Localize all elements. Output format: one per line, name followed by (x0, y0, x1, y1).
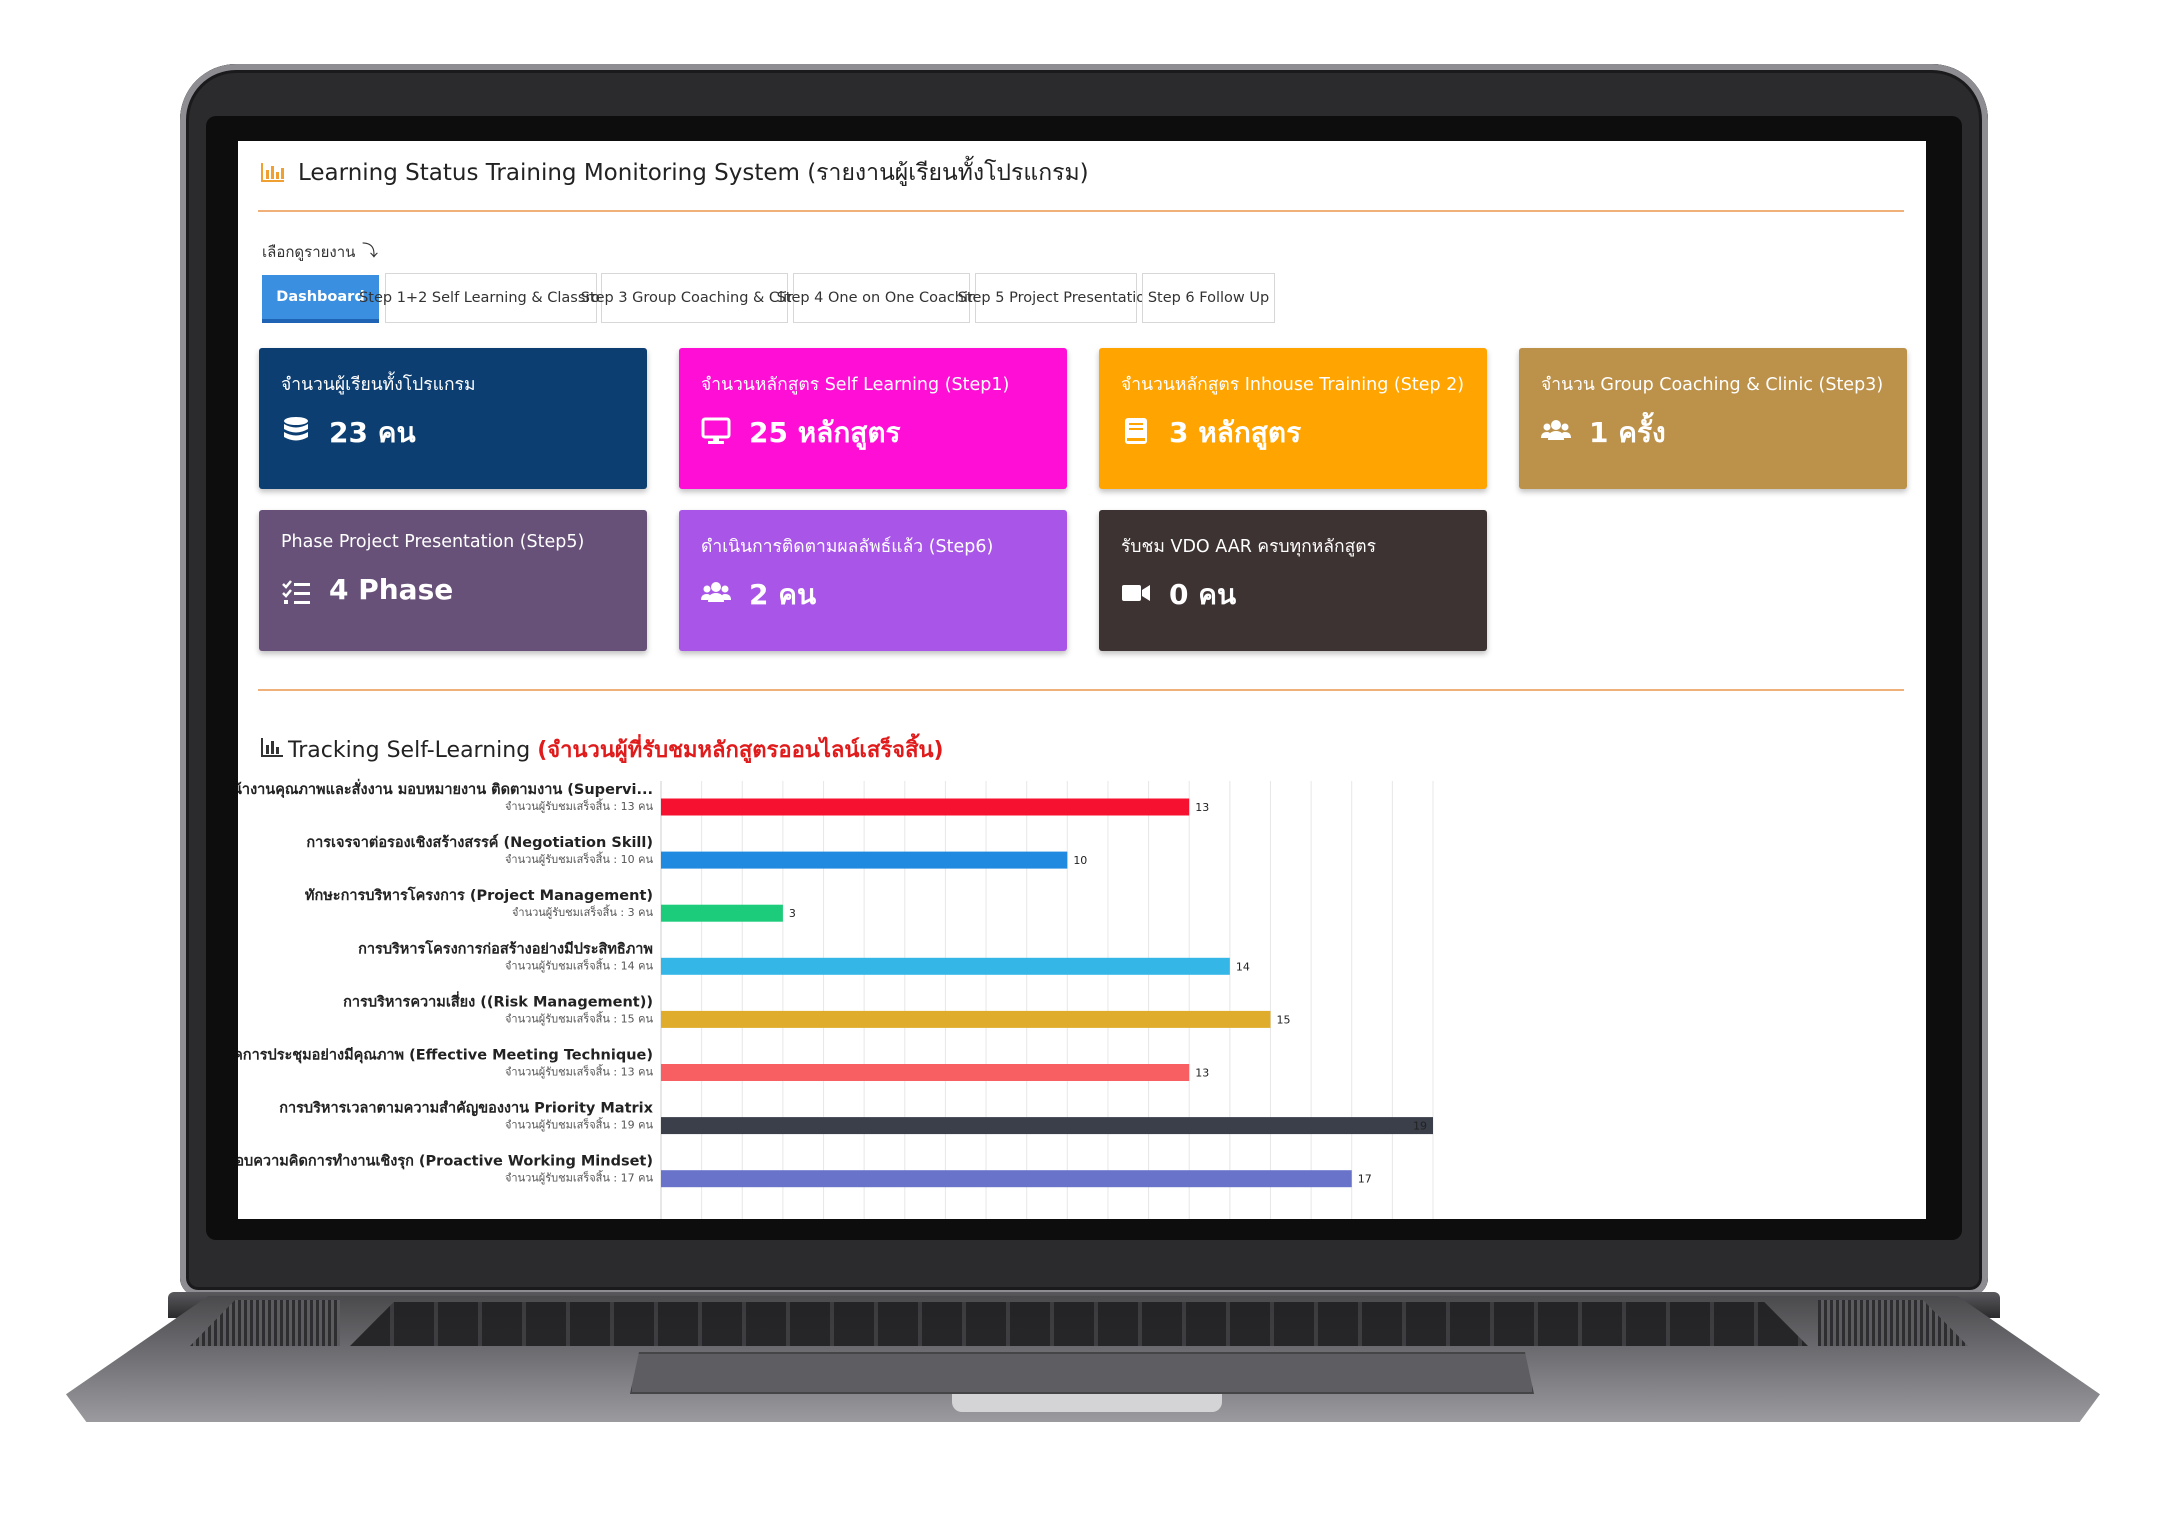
bar-value-label: 15 (1276, 1013, 1290, 1026)
category-sublabel: จำนวนผู้รับชมเสร็จสิ้น : 3 คน (512, 904, 654, 919)
category-sublabel: จำนวนผู้รับชมเสร็จสิ้น : 10 คน (505, 851, 654, 866)
select-report-label: เลือกดูรายงาน (262, 243, 356, 261)
category-label: การบริหารโครงการก่อสร้างอย่างมีประสิทธิภ… (358, 939, 653, 957)
tab-step-5[interactable]: Step 5 Project Presentation (958, 273, 1154, 323)
card-value: 1 ครั้ง (1589, 416, 1666, 449)
bar-chart: ทักษะการเป็นหัวหน้างานคุณภาพและสั่งงาน ม… (238, 778, 1434, 1219)
card-inhouse-training: จำนวนหลักสูตร Inhouse Training (Step 2) … (1099, 348, 1487, 489)
category-label: เทคนิคการประชุมอย่างมีคุณภาพ (Effective … (238, 1047, 653, 1064)
card-label: ดำเนินการติดตามผลลัพธ์แล้ว (Step6) (701, 537, 994, 557)
bar-value-label: 13 (1195, 801, 1209, 814)
category-label: ทักษะการเป็นหัวหน้างานคุณภาพและสั่งงาน ม… (238, 778, 653, 798)
category-label: ทักษะการบริหารโครงการ (Project Managemen… (305, 886, 653, 904)
bar[interactable] (661, 904, 783, 922)
tasks-icon (282, 580, 310, 604)
card-label: จำนวน Group Coaching & Clinic (Step3) (1541, 375, 1884, 395)
card-group-coaching: จำนวน Group Coaching & Clinic (Step3) 1 … (1519, 348, 1907, 489)
bar[interactable] (661, 851, 1068, 869)
category-label: การสร้างกรอบความคิดการทำงานเชิงรุก (Proa… (238, 1153, 653, 1170)
bar-chart-icon (261, 738, 283, 757)
lid-notch (952, 1394, 1222, 1412)
category-sublabel: จำนวนผู้รับชมเสร็จสิ้น : 19 คน (505, 1117, 654, 1132)
card-label: รับชม VDO AAR ครบทุกหลักสูตร (1121, 537, 1377, 557)
bar-value-label: 10 (1073, 854, 1087, 867)
bar-value-label: 3 (789, 907, 796, 920)
card-value: 3 หลักสูตร (1169, 416, 1302, 449)
bar-value-label: 14 (1236, 960, 1250, 973)
card-vdo-aar: รับชม VDO AAR ครบทุกหลักสูตร 0 คน (1099, 510, 1487, 651)
category-sublabel: จำนวนผู้รับชมเสร็จสิ้น : 15 คน (505, 1010, 654, 1025)
arrow-down-icon: ⤵ (362, 241, 379, 260)
keyboard (350, 1302, 1808, 1346)
chart-title: Tracking Self-Learning (จำนวนผู้ที่รับชม… (288, 732, 944, 767)
tab-step-6[interactable]: Step 6 Follow Up (1142, 273, 1275, 323)
bar[interactable] (661, 1064, 1190, 1081)
bar[interactable] (661, 798, 1190, 816)
card-label: Phase Project Presentation (Step5) (281, 532, 585, 552)
bar-value-label: 17 (1358, 1173, 1372, 1186)
card-value: 4 Phase (329, 573, 454, 606)
bar-value-label: 13 (1195, 1067, 1209, 1080)
bar[interactable] (661, 1117, 1433, 1135)
tab-step-3[interactable]: Step 3 Group Coaching & Clinic (581, 273, 808, 323)
card-project-phase: Phase Project Presentation (Step5) 4 Pha… (259, 510, 647, 651)
tab-step-4[interactable]: Step 4 One on One Coaching (777, 273, 986, 323)
tab-step-1-2[interactable]: Step 1+2 Self Learning & Classroom (359, 273, 623, 323)
book-icon (1125, 418, 1147, 444)
monitor-icon (701, 417, 731, 444)
card-value: 0 คน (1169, 578, 1237, 611)
users-icon (1541, 420, 1571, 440)
video-icon (1122, 585, 1150, 601)
card-label: จำนวนหลักสูตร Inhouse Training (Step 2) (1121, 375, 1465, 395)
trackpad (630, 1352, 1534, 1394)
bar[interactable] (661, 1010, 1271, 1028)
category-sublabel: จำนวนผู้รับชมเสร็จสิ้น : 17 คน (505, 1170, 654, 1185)
category-sublabel: จำนวนผู้รับชมเสร็จสิ้น : 13 คน (505, 1064, 654, 1079)
card-value: 23 คน (329, 416, 416, 449)
app-screen: Learning Status Training Monitoring Syst… (238, 141, 1926, 1219)
card-self-learning-courses: จำนวนหลักสูตร Self Learning (Step1) 25 ห… (679, 348, 1067, 489)
card-total-learners: จำนวนผู้เรียนทั้งโปรแกรม 23 คน (259, 348, 647, 489)
category-sublabel: จำนวนผู้รับชมเสร็จสิ้น : 14 คน (505, 957, 654, 972)
page-title: Learning Status Training Monitoring Syst… (298, 160, 1089, 186)
header-divider (258, 210, 1904, 212)
category-label: การบริหารเวลาตามความสำคัญของงาน Priority… (279, 1100, 653, 1117)
bar[interactable] (661, 1170, 1352, 1188)
chart-title-main: Tracking Self-Learning (288, 738, 531, 763)
card-follow-up: ดำเนินการติดตามผลลัพธ์แล้ว (Step6) 2 คน (679, 510, 1067, 651)
chart-title-highlight: (จำนวนผู้ที่รับชมหลักสูตรออนไลน์เสร็จสิ้… (537, 738, 944, 763)
category-sublabel: จำนวนผู้รับชมเสร็จสิ้น : 13 คน (505, 798, 654, 813)
card-value: 2 คน (749, 578, 817, 611)
bar[interactable] (661, 957, 1230, 975)
bar-value-label: 19 (1413, 1120, 1427, 1133)
database-icon (284, 417, 308, 441)
category-label: การเจรจาต่อรองเชิงสร้างสรรค์ (Negotiatio… (306, 833, 653, 851)
category-label: การบริหารความเสี่ยง ((Risk Management)) (343, 990, 653, 1010)
card-label: จำนวนผู้เรียนทั้งโปรแกรม (281, 375, 476, 395)
users-icon (701, 582, 731, 602)
card-value: 25 หลักสูตร (749, 416, 901, 449)
card-label: จำนวนหลักสูตร Self Learning (Step1) (701, 375, 1010, 395)
bar-chart-icon (261, 163, 284, 182)
section-divider (258, 689, 1904, 691)
tab-dashboard[interactable]: Dashboard (262, 275, 379, 323)
